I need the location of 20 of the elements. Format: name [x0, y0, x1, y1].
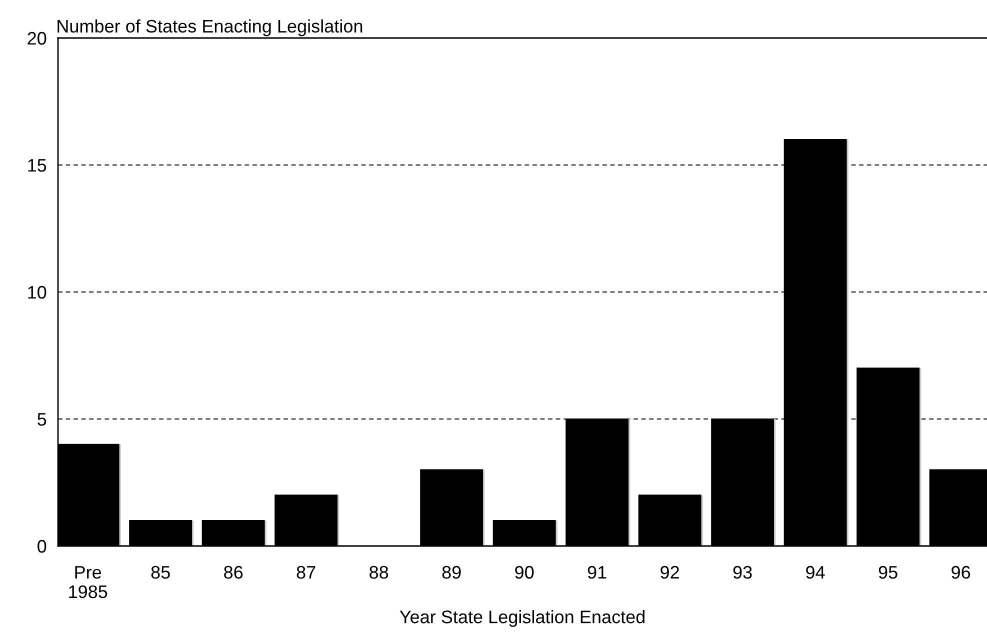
x-axis-title: Year State Legislation Enacted	[400, 610, 644, 627]
x-tick-label: 95	[878, 566, 898, 579]
y-tick-label: 20	[28, 32, 46, 45]
x-tick-label: Pre 1985	[69, 566, 108, 598]
y-tick-label: 15	[28, 159, 46, 172]
x-tick-label: 89	[442, 566, 461, 579]
y-tick-label: 0	[38, 540, 46, 553]
x-tick-label: 90	[515, 566, 534, 579]
x-tick-label: 96	[952, 566, 970, 579]
chart-title: Number of States Enacting Legislation	[58, 19, 362, 36]
x-tick-label: 93	[733, 566, 752, 579]
y-tick-label: 10	[28, 286, 46, 299]
x-tick-label: 94	[806, 566, 825, 579]
y-tick-label: 5	[38, 413, 46, 426]
x-tick-label: 88	[370, 566, 388, 579]
x-tick-label: 85	[151, 566, 170, 579]
x-tick-label: 87	[296, 566, 316, 579]
x-tick-label: 86	[224, 566, 243, 579]
x-tick-label: 91	[588, 566, 606, 579]
x-tick-label: 92	[660, 566, 679, 579]
